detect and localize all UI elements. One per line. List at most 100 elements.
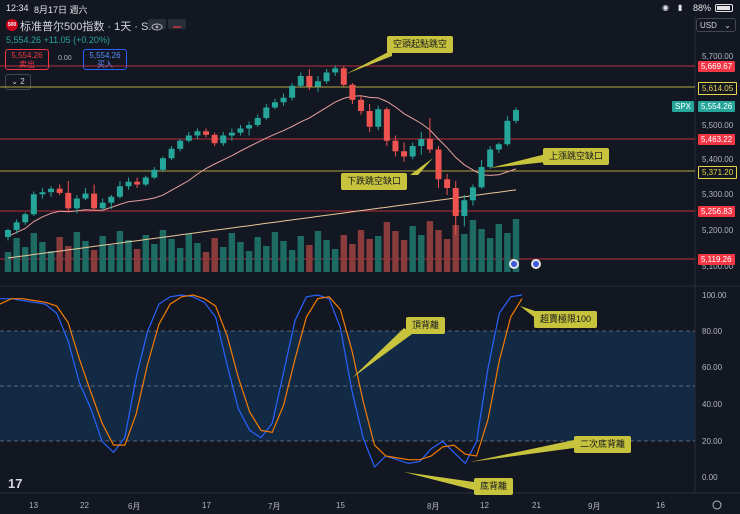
candle-body xyxy=(13,222,20,230)
annotation-gap-up[interactable]: 上漲跳空缺口 xyxy=(543,148,610,165)
annotation-second-div[interactable]: 二次底背離 xyxy=(574,436,632,453)
chevron-down-icon: ⌄ xyxy=(724,21,731,30)
candle-body xyxy=(82,193,89,199)
volume-bar xyxy=(478,229,485,272)
candle-body xyxy=(91,193,98,209)
candle-body xyxy=(366,111,373,127)
candle-body xyxy=(487,149,494,167)
volume-bar xyxy=(151,244,158,272)
candle-body xyxy=(151,169,158,178)
annotation-gap-top[interactable]: 空頭起點跳空 xyxy=(387,36,454,53)
battery-percent: 88% xyxy=(693,3,712,13)
pointer-gap-up xyxy=(490,154,546,168)
volume-bar xyxy=(426,221,434,272)
candle-body xyxy=(513,109,519,121)
annotation-overbought[interactable]: 超賣極限100 xyxy=(534,311,598,328)
symbol-title[interactable]: 标准普尔500指数 · 1天 · SP xyxy=(20,21,156,33)
volume-bar xyxy=(177,248,184,272)
candle-body xyxy=(435,149,442,180)
volume-bar xyxy=(65,246,72,272)
volume-bar xyxy=(435,230,442,272)
price-summary: 5,554.26 +11.05 (+0.20%) xyxy=(6,35,110,45)
moving-average-200 xyxy=(7,189,517,259)
volume-bar xyxy=(418,235,425,272)
osc-tick: 20.00 xyxy=(702,437,723,446)
volume-bar xyxy=(306,245,313,272)
currency-select[interactable]: USD ⌄ xyxy=(696,18,736,32)
candle-body xyxy=(323,72,330,82)
candle-body xyxy=(426,139,433,150)
symbol-logo: 500 xyxy=(6,19,18,31)
volume-bar xyxy=(13,238,20,272)
candle-body xyxy=(504,120,511,145)
price-tag-current: 5,554.26 xyxy=(698,101,736,112)
candle-body xyxy=(194,131,201,136)
volume-bar xyxy=(280,241,287,272)
candle-body xyxy=(280,97,287,103)
volume-bar xyxy=(314,231,322,272)
candle-body xyxy=(99,202,106,209)
volume-bar xyxy=(495,224,502,272)
pointer-gap-top xyxy=(346,50,392,74)
volume-bar xyxy=(125,240,132,272)
buy-button[interactable]: 5,554.26 买入 xyxy=(83,49,127,70)
moving-average-20 xyxy=(7,95,517,237)
candle-body xyxy=(22,214,29,223)
price-tag-red: 5,119.26 xyxy=(698,254,735,265)
pointer-bottom-div xyxy=(404,472,474,490)
candle-body xyxy=(340,68,347,85)
volume-bar xyxy=(383,222,391,272)
annotation-bottom-div[interactable]: 底背離 xyxy=(474,478,514,495)
annotation-top-div[interactable]: 頂背離 xyxy=(406,317,446,334)
osc-tick: 100.00 xyxy=(702,291,727,300)
wifi-icon: ◉ xyxy=(662,3,669,12)
candle-body xyxy=(297,76,304,86)
volume-bar xyxy=(349,244,356,272)
osc-tick: 40.00 xyxy=(702,400,723,409)
pointer-top-div xyxy=(352,328,412,378)
price-tag-red: 5,463.22 xyxy=(698,134,736,145)
candle-body xyxy=(461,200,468,216)
volume-bar xyxy=(443,239,451,272)
time-tick: 6月 xyxy=(128,502,141,511)
candle-body xyxy=(469,187,476,201)
candle-body xyxy=(142,177,149,185)
candle-body xyxy=(237,128,244,133)
settings-icon[interactable] xyxy=(712,500,722,510)
candle-body xyxy=(5,230,11,237)
volume-bar xyxy=(452,225,459,272)
candle-body xyxy=(418,139,425,146)
volume-bar xyxy=(82,241,89,272)
annotation-gap-down[interactable]: 下跌跳空缺口 xyxy=(341,173,408,190)
volume-bar xyxy=(185,234,193,272)
volume-bar xyxy=(99,236,106,272)
price-tick: 5,200.00 xyxy=(702,226,734,235)
osc-tick: 60.00 xyxy=(702,363,723,372)
indicators-toggle[interactable]: ⌄ 2 xyxy=(5,74,31,90)
time-tick: 15 xyxy=(336,501,345,510)
time-tick: 7月 xyxy=(268,502,281,511)
volume-bar xyxy=(211,238,218,272)
candle-body xyxy=(177,140,184,149)
volume-bar xyxy=(504,233,511,272)
price-tag-yellow: 5,371.20 xyxy=(698,166,738,179)
time-tick: 16 xyxy=(656,501,665,510)
candle-body xyxy=(392,140,399,152)
eye-icon[interactable] xyxy=(148,19,166,31)
candle-body xyxy=(314,81,321,87)
volume-bar xyxy=(108,245,115,272)
volume-bar xyxy=(392,231,399,272)
sell-button[interactable]: 5,554.26 卖出 xyxy=(5,49,49,70)
candle-body xyxy=(332,68,339,73)
candle-body xyxy=(375,109,382,127)
volume-bar xyxy=(220,247,227,272)
candles xyxy=(5,65,519,241)
remove-icon[interactable] xyxy=(168,19,186,29)
osc-tick: 0.00 xyxy=(702,473,718,482)
pointer-overbought xyxy=(520,306,538,320)
volume-bar xyxy=(512,219,520,272)
volume-bar xyxy=(340,235,347,272)
candle-body xyxy=(65,192,72,209)
time-tick: 17 xyxy=(202,501,211,510)
